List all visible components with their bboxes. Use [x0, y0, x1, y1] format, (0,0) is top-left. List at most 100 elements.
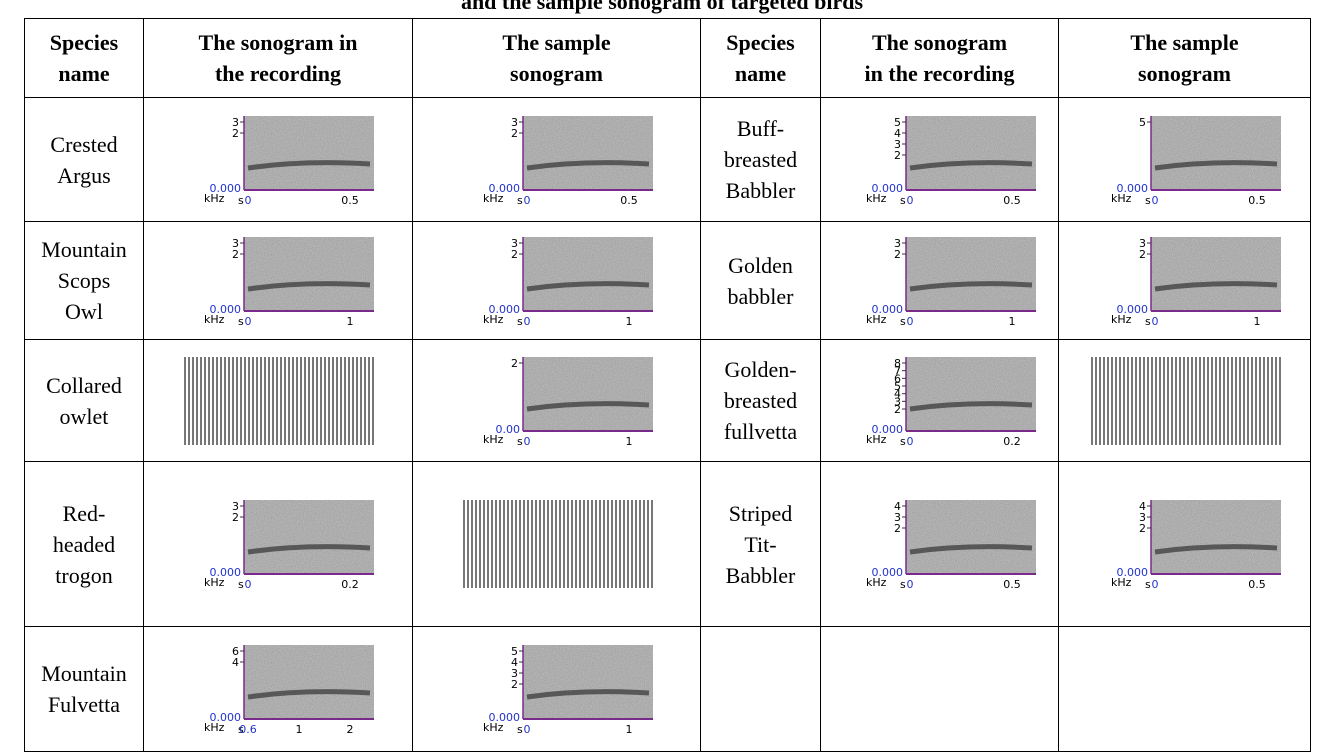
unit-label: kHz	[204, 192, 225, 205]
call-trace	[526, 400, 649, 411]
x-label: 1	[1008, 315, 1015, 327]
recording-sonogram-cell: 5 4 3 2 0.000 kHz s 0 0.5	[820, 97, 1059, 222]
sample-sonogram-cell: 3 2 0.000 kHz s 0 0.5	[412, 97, 701, 222]
y-label: 4	[232, 656, 239, 669]
table-row: Crested Argus 3 2 0.000 kHz s 0 0.5 3 2 0.000 kHz s 0 0…	[24, 97, 1311, 222]
name-line: Golden-	[724, 357, 797, 382]
recording-sonogram-cell: 3 2 0.000 kHz s 0 1	[143, 221, 413, 340]
x-label: 2	[347, 723, 354, 735]
x-label: 1	[296, 723, 303, 735]
call-trace	[247, 159, 371, 170]
header-line: The sample	[1130, 30, 1239, 55]
x-label: 0	[906, 435, 913, 447]
name-line: trogon	[55, 562, 113, 588]
unit-label: kHz	[204, 721, 225, 734]
x-label: 1	[347, 315, 354, 327]
header-line: The sonogram	[871, 30, 1008, 55]
x-unit: s	[517, 435, 523, 447]
empty-cell	[700, 626, 821, 752]
recording-sonogram-cell: 4 3 2 0.000 kHz s 0 0.5	[820, 461, 1059, 627]
zero-label: 0.000	[210, 711, 242, 724]
zero-label: 0.000	[871, 566, 903, 579]
call-trace	[526, 280, 649, 291]
unit-label: kHz	[1111, 576, 1132, 589]
recording-sonogram-cell	[143, 339, 413, 462]
x-label: 0	[1151, 578, 1158, 590]
spectrogram-noise	[1150, 500, 1281, 574]
zero-label: 0.00	[495, 423, 520, 436]
name-line: Mountain	[41, 237, 127, 262]
zero-label: 0.000	[871, 303, 903, 316]
call-trace	[909, 159, 1032, 170]
call-trace	[1154, 159, 1277, 170]
unit-label: kHz	[1111, 192, 1132, 205]
spectrogram-noise	[522, 645, 653, 719]
unit-label: kHz	[866, 433, 887, 446]
call-trace	[247, 544, 371, 555]
name-line: breasted	[723, 388, 798, 413]
zero-label: 0.000	[1116, 566, 1148, 579]
x-label: 0.5	[1003, 578, 1021, 590]
sonogram	[1088, 356, 1281, 445]
name-line: babbler	[727, 283, 794, 309]
x-label: 0.5	[1003, 194, 1021, 206]
sonogram	[182, 356, 374, 445]
zero-label: 0.000	[210, 303, 242, 316]
column-header: Species name	[700, 18, 821, 98]
spectrogram-noise	[522, 115, 653, 190]
header-row: Species name The sonogram in the recording T…	[24, 18, 1311, 98]
species-name: Collared owlet	[24, 339, 144, 462]
y-label: 3	[894, 395, 901, 408]
y-label: 3	[1139, 511, 1146, 524]
spectrogram-noise	[905, 500, 1036, 574]
spectrogram-noise	[244, 500, 374, 574]
call-trace	[526, 159, 649, 170]
unit-label: kHz	[483, 433, 504, 446]
unit-label: kHz	[204, 313, 225, 326]
x-label: 1	[1253, 315, 1260, 327]
recording-sonogram-cell: 8 7 6 5 4 3 2 0.000 kHz s 0 0.2	[820, 339, 1059, 462]
name-line: Babbler	[725, 562, 796, 588]
y-label: 2	[894, 403, 901, 416]
name-line: Fulvetta	[47, 692, 121, 717]
zero-label: 0.000	[1116, 303, 1148, 316]
y-label: 4	[1139, 500, 1146, 513]
empty-cell	[820, 626, 1059, 752]
y-label: 4	[894, 127, 901, 140]
y-label: 4	[511, 656, 518, 669]
x-unit: s	[517, 315, 523, 327]
y-label: 2	[232, 127, 239, 140]
zero-label: 0.000	[488, 303, 520, 316]
table-row: Collared owlet 2 0.00 kHz s 0 1 Golden-breasted f…	[24, 339, 1311, 462]
spectrogram-noise	[1150, 236, 1281, 311]
sample-sonogram-cell	[1058, 339, 1311, 462]
column-header: The sample sonogram	[1058, 18, 1311, 98]
y-label: 3	[894, 237, 901, 250]
x-label: 0.5	[1248, 194, 1266, 206]
zero-label: 0.000	[871, 182, 903, 195]
x-unit: s	[238, 578, 244, 590]
column-header: The sample sonogram	[412, 18, 701, 98]
x-label: 0	[523, 194, 530, 206]
species-name: Crested Argus	[24, 97, 144, 222]
header-line: Species	[49, 30, 119, 55]
y-label: 2	[1139, 522, 1146, 535]
column-header: The sonogram in the recording	[820, 18, 1059, 98]
x-label: 0	[523, 435, 530, 447]
x-unit: s	[238, 723, 244, 735]
x-label: 0	[906, 578, 913, 590]
table-row: Mountain Fulvetta 6 4 0.000 kHz s 0.6 1 2 5 4 3 2 0.00…	[24, 626, 1311, 752]
y-label: 2	[894, 522, 901, 535]
y-label: 5	[511, 645, 518, 658]
header-line: Species	[726, 30, 795, 55]
sample-sonogram-cell: 3 2 0.000 kHz s 0 1	[412, 221, 701, 340]
x-label: 0	[523, 315, 530, 327]
